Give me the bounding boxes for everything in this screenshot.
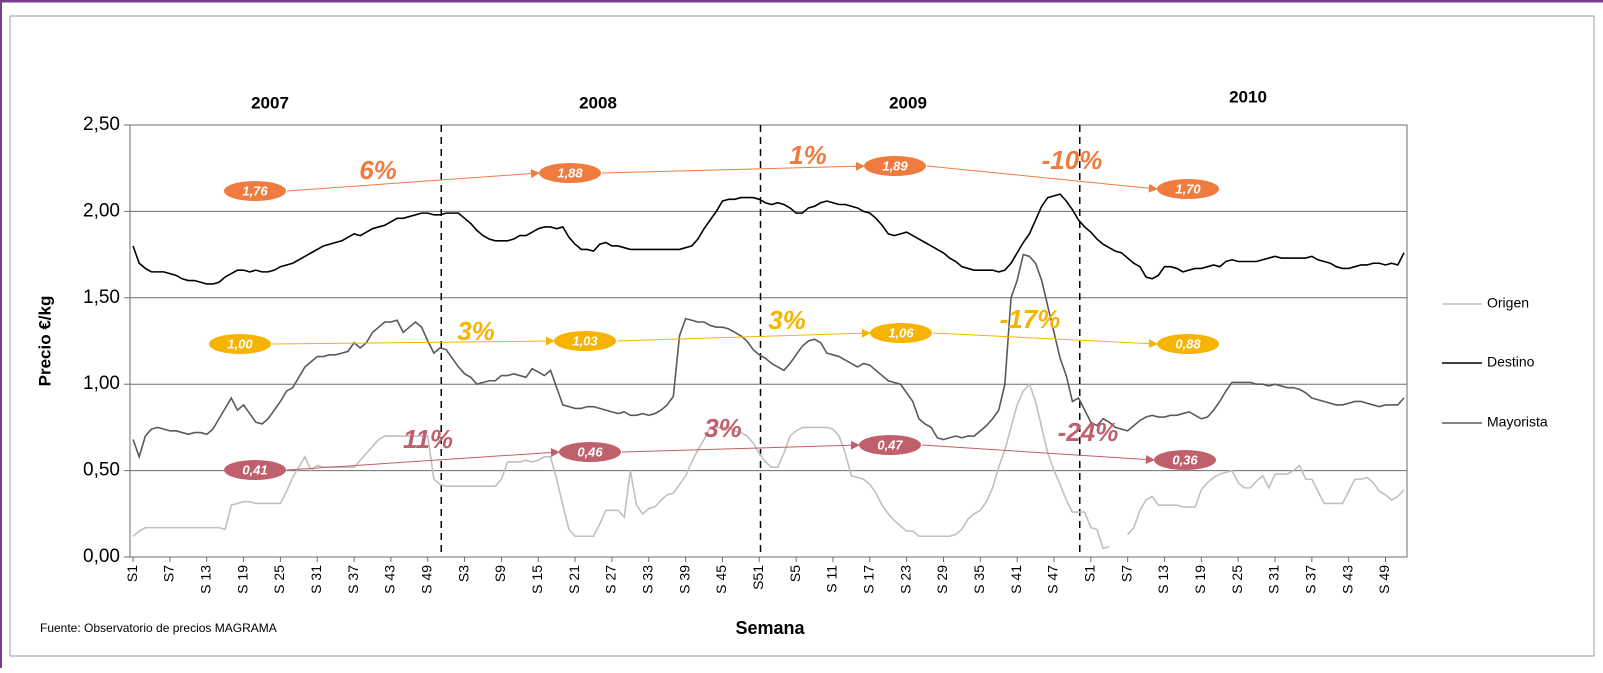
x-tick-label: S 43: [1339, 565, 1355, 594]
value-oval: [1157, 179, 1219, 199]
x-tick-label: S 27: [603, 565, 619, 594]
value-label: 0,88: [1175, 336, 1201, 351]
x-tick-label: S1: [1082, 565, 1098, 582]
value-oval: [859, 435, 921, 455]
x-tick-label: S 29: [934, 565, 950, 594]
x-tick-label: S 19: [234, 565, 250, 594]
x-tick-label: S 49: [418, 565, 434, 594]
value-oval: [870, 323, 932, 343]
value-label: 1,70: [1175, 181, 1201, 196]
x-tick-label: S 31: [308, 565, 324, 594]
y-axis-title: Precio €/kg: [35, 296, 54, 387]
change-label: -24%: [1058, 417, 1119, 447]
year-label: 2008: [579, 93, 617, 112]
value-label: 1,03: [572, 333, 598, 348]
x-tick-label: S 37: [345, 565, 361, 594]
value-oval: [864, 156, 926, 176]
series-line: [132, 193, 1405, 285]
x-tick-label: S 41: [1008, 565, 1024, 594]
change-label: 3%: [457, 316, 495, 346]
value-oval: [554, 331, 616, 351]
value-label: 1,89: [882, 158, 908, 173]
value-label: 0,41: [242, 462, 267, 477]
value-label: 1,06: [888, 325, 914, 340]
legend-label: Destino: [1487, 354, 1535, 370]
x-tick-label: S7: [1118, 565, 1134, 582]
value-oval: [559, 442, 621, 462]
x-tick-label: S51: [750, 565, 766, 590]
x-tick-label: S 39: [676, 565, 692, 594]
change-arrow: [616, 328, 871, 342]
value-label: 0,46: [577, 444, 603, 459]
x-tick-label: S 11: [824, 565, 840, 593]
change-label: 3%: [704, 413, 742, 443]
series-line: [132, 382, 1405, 550]
change-arrow: [921, 444, 1155, 464]
y-tick-label: 2,00: [83, 200, 120, 221]
year-label: 2009: [889, 93, 927, 112]
source-note: Fuente: Observatorio de precios MAGRAMA: [40, 621, 277, 635]
x-tick-label: S 25: [271, 565, 287, 594]
value-oval: [224, 181, 286, 201]
y-tick-label: 1,00: [83, 373, 120, 394]
change-label: -10%: [1042, 145, 1103, 175]
change-arrow: [932, 332, 1158, 349]
value-oval: [1154, 450, 1216, 470]
x-tick-label: S 21: [566, 565, 582, 594]
y-tick-label: 0,50: [83, 460, 120, 481]
legend-label: Origen: [1487, 295, 1529, 311]
change-label: 1%: [789, 140, 827, 170]
value-label: 1,00: [227, 336, 253, 351]
series-line: [132, 253, 1405, 460]
y-tick-label: 0,00: [83, 546, 120, 567]
change-label: -17%: [1000, 304, 1061, 334]
change-arrow: [601, 161, 865, 174]
change-arrow: [621, 440, 860, 453]
x-tick-label: S7: [161, 565, 177, 582]
x-tick-label: S 13: [1155, 565, 1171, 594]
x-tick-label: S 33: [639, 565, 655, 594]
change-arrow: [271, 336, 555, 346]
y-tick-label: 1,50: [83, 287, 120, 308]
legend-label: Mayorista: [1487, 414, 1548, 430]
x-tick-label: S 17: [861, 565, 877, 594]
value-label: 1,76: [242, 183, 268, 198]
x-tick-label: S 45: [713, 565, 729, 594]
x-tick-label: S 31: [1266, 565, 1282, 594]
x-axis-title: Semana: [735, 618, 805, 638]
value-label: 0,47: [877, 437, 903, 452]
plot-area: [129, 124, 1408, 558]
change-arrow: [286, 169, 540, 192]
x-tick-label: S 23: [897, 565, 913, 594]
x-tick-label: S1: [124, 565, 140, 582]
value-oval: [209, 334, 271, 354]
year-label: 2007: [251, 93, 289, 112]
x-tick-label: S5: [787, 565, 803, 582]
change-arrow: [926, 165, 1158, 193]
value-label: 0,36: [1172, 452, 1198, 467]
x-tick-label: S 43: [382, 565, 398, 594]
change-label: 6%: [359, 155, 397, 185]
value-oval: [1157, 334, 1219, 354]
y-tick-label: 2,50: [83, 114, 120, 135]
value-label: 1,88: [557, 165, 583, 180]
change-label: 3%: [768, 305, 806, 335]
x-tick-label: S 15: [529, 565, 545, 594]
year-label: 2010: [1229, 87, 1267, 106]
x-tick-label: S3: [455, 565, 471, 582]
chart-frame: [9, 15, 1595, 657]
change-arrow: [286, 448, 560, 471]
value-oval: [224, 460, 286, 480]
x-tick-label: S 13: [197, 565, 213, 594]
x-tick-label: S 49: [1376, 565, 1392, 594]
change-label: 11%: [403, 424, 453, 454]
x-tick-label: S 37: [1303, 565, 1319, 594]
x-tick-label: S 35: [971, 565, 987, 594]
x-tick-label: S 19: [1192, 565, 1208, 594]
x-tick-label: S9: [492, 565, 508, 582]
x-tick-label: S 25: [1229, 565, 1245, 594]
x-tick-label: S 47: [1045, 565, 1061, 594]
value-oval: [539, 163, 601, 183]
